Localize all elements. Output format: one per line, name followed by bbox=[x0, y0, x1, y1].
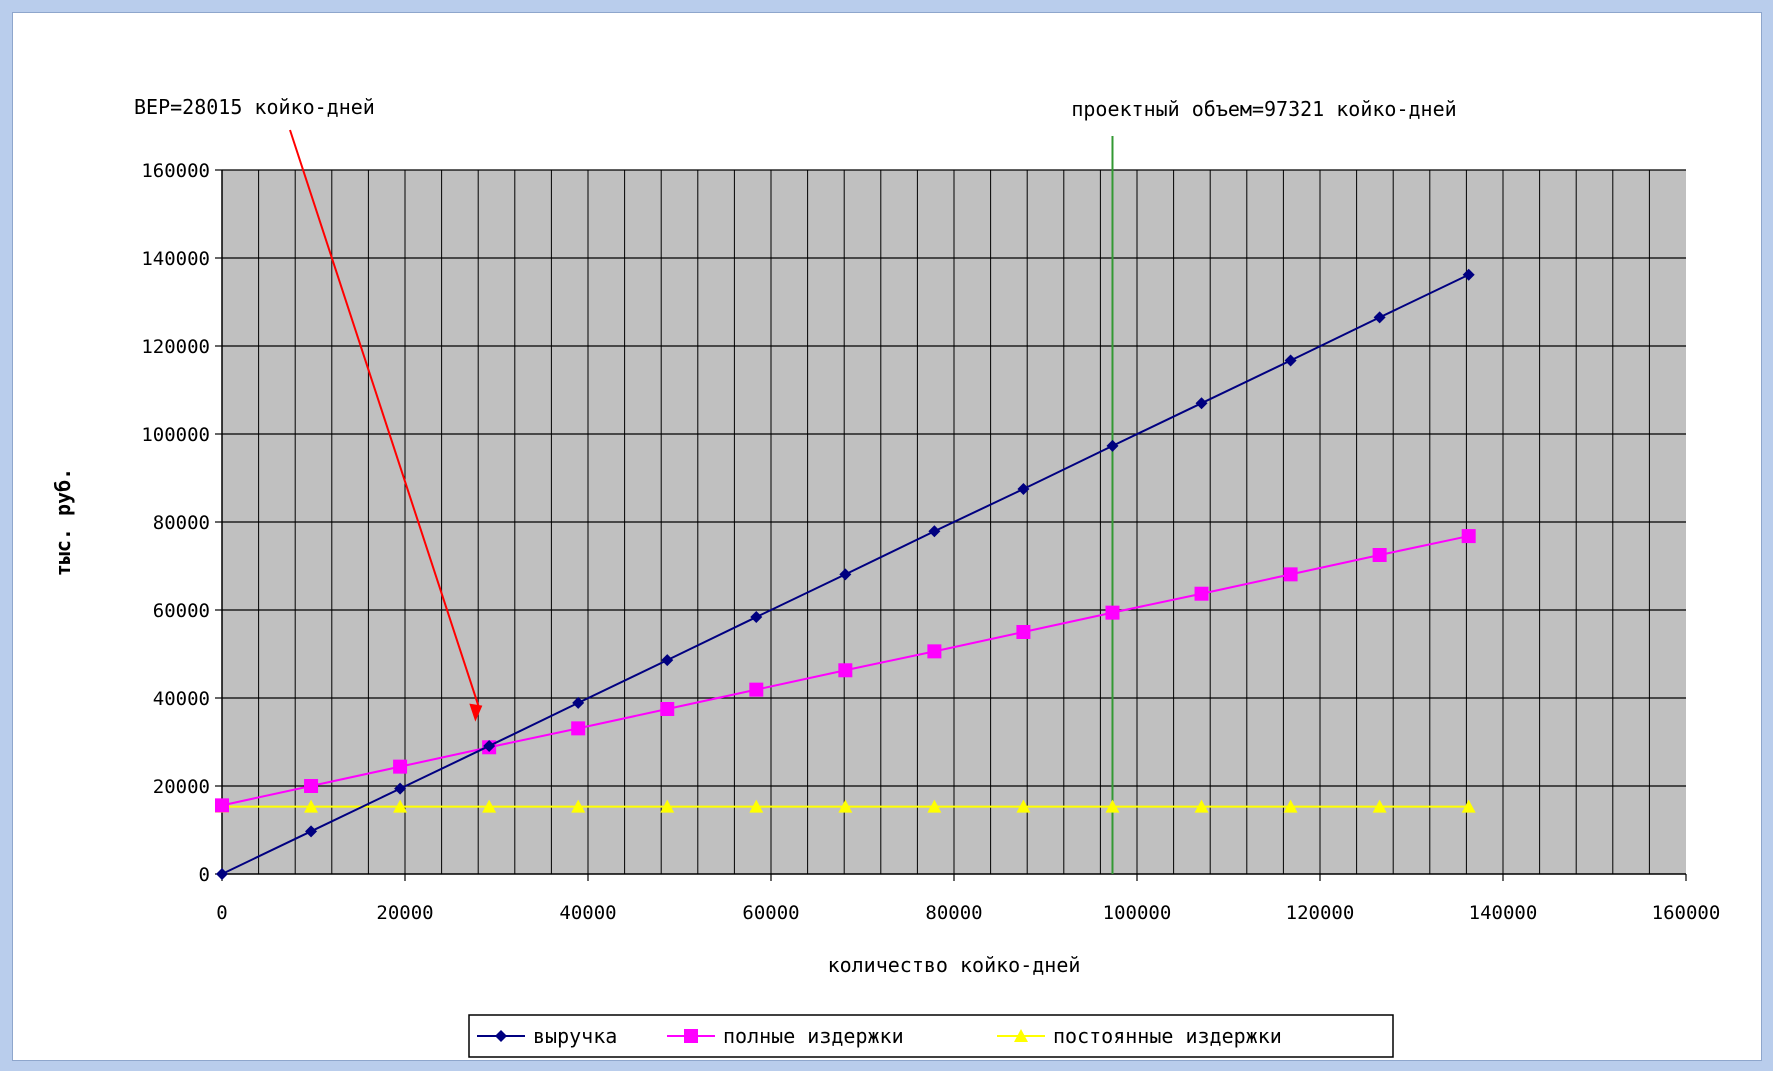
y-tick-label: 40000 bbox=[153, 688, 210, 710]
data-point bbox=[661, 654, 674, 667]
legend-label: постоянные издержки bbox=[1053, 1024, 1282, 1048]
data-point bbox=[1106, 439, 1119, 452]
x-tick-label: 0 bbox=[216, 902, 227, 924]
grid-lines bbox=[222, 169, 1686, 874]
data-point bbox=[1373, 311, 1386, 324]
data-point bbox=[304, 779, 319, 793]
legend: выручка полные издержки постоянные издержк… bbox=[468, 1014, 1394, 1058]
data-point bbox=[1372, 799, 1387, 813]
legend-marker bbox=[1014, 1029, 1028, 1042]
tick-labels: 0 20000 40000 60000 80000 100000 120000 140000 1… bbox=[141, 160, 1720, 924]
data-point bbox=[1017, 483, 1030, 495]
y-tick-label: 60000 bbox=[153, 600, 210, 622]
data-point bbox=[483, 739, 496, 752]
legend-box bbox=[468, 1014, 1394, 1058]
data-point bbox=[215, 798, 229, 813]
data-point bbox=[393, 799, 408, 813]
data-point bbox=[660, 799, 675, 813]
data-point bbox=[1195, 397, 1208, 410]
data-point bbox=[927, 799, 942, 813]
data-point bbox=[1372, 548, 1387, 562]
x-tick-label: 20000 bbox=[376, 902, 433, 924]
series-group bbox=[215, 268, 1476, 880]
series-2 bbox=[215, 799, 1476, 813]
legend-label: выручка bbox=[533, 1024, 617, 1048]
data-point bbox=[1461, 529, 1476, 544]
data-point bbox=[1016, 799, 1031, 813]
x-tick-label: 120000 bbox=[1286, 902, 1355, 924]
data-point bbox=[1284, 354, 1297, 367]
data-point bbox=[393, 759, 408, 774]
annotations: проектный объем=97321 койко-дней BEP=2801… bbox=[134, 95, 1457, 874]
data-point bbox=[838, 799, 853, 813]
data-point bbox=[1194, 586, 1209, 601]
y-tick-label: 140000 bbox=[141, 248, 210, 270]
data-point bbox=[839, 568, 852, 581]
data-point bbox=[482, 799, 497, 813]
x-tick-label: 160000 bbox=[1652, 902, 1721, 924]
data-point bbox=[1194, 799, 1209, 813]
data-point bbox=[838, 663, 853, 678]
data-point bbox=[660, 702, 675, 716]
data-point bbox=[1283, 799, 1298, 813]
y-tick-label: 0 bbox=[199, 864, 210, 886]
y-tick-label: 20000 bbox=[153, 776, 210, 798]
data-point bbox=[304, 799, 319, 813]
legend-items: выручка полные издержки постоянные издержк… bbox=[477, 1024, 1282, 1048]
data-point bbox=[927, 644, 942, 659]
series-0 bbox=[216, 268, 1475, 880]
series-1 bbox=[215, 529, 1476, 813]
data-point bbox=[1462, 268, 1475, 281]
data-point bbox=[394, 782, 407, 795]
y-tick-label: 160000 bbox=[141, 160, 210, 182]
bep-arrow-head bbox=[469, 703, 483, 722]
x-tick-label: 60000 bbox=[742, 902, 799, 924]
data-point bbox=[749, 682, 764, 697]
x-tick-label: 40000 bbox=[559, 902, 616, 924]
data-point bbox=[1105, 799, 1120, 813]
data-point bbox=[928, 525, 941, 538]
x-tick-label: 80000 bbox=[925, 902, 982, 924]
data-point bbox=[1105, 605, 1120, 620]
data-point bbox=[571, 799, 586, 813]
bep-label: BEP=28015 койко-дней bbox=[134, 95, 375, 119]
legend-label: полные издержки bbox=[723, 1024, 904, 1048]
y-tick-label: 100000 bbox=[141, 424, 210, 446]
x-tick-label: 100000 bbox=[1103, 902, 1172, 924]
legend-marker bbox=[495, 1030, 507, 1042]
y-axis-label: тыс. руб. bbox=[51, 468, 75, 576]
project-volume-label: проектный объем=97321 койко-дней bbox=[1071, 97, 1456, 121]
data-point bbox=[572, 696, 585, 709]
data-point bbox=[749, 799, 764, 813]
data-point bbox=[1283, 567, 1298, 582]
data-point bbox=[750, 611, 763, 624]
y-tick-label: 120000 bbox=[141, 336, 210, 358]
data-point bbox=[1016, 625, 1031, 639]
bep-arrow-line bbox=[289, 129, 480, 706]
data-point bbox=[1461, 799, 1476, 813]
legend-marker bbox=[684, 1029, 698, 1043]
x-tick-label: 140000 bbox=[1469, 902, 1538, 924]
data-point bbox=[571, 721, 586, 736]
x-axis-label: количество койко-дней bbox=[828, 953, 1081, 977]
y-tick-label: 80000 bbox=[153, 512, 210, 534]
data-point bbox=[305, 825, 318, 838]
data-point bbox=[216, 868, 228, 880]
